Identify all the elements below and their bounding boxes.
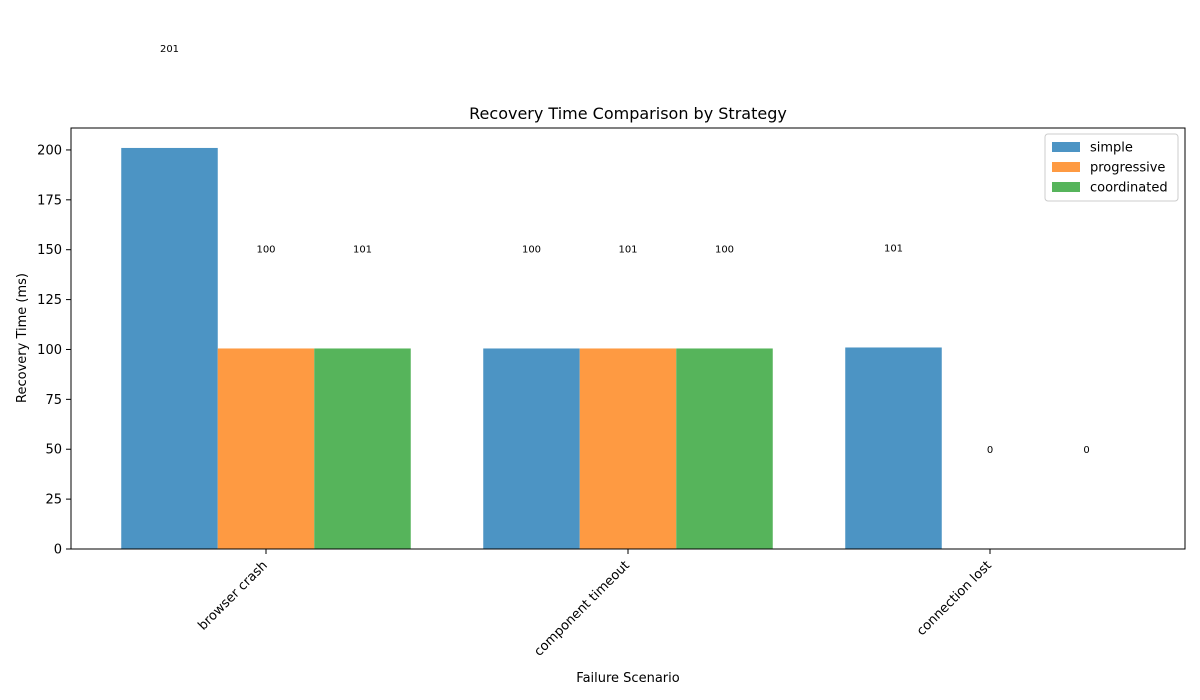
data-label-simple-0: 201 bbox=[160, 44, 179, 55]
data-label-coordinated-2: 0 bbox=[1083, 445, 1089, 456]
y-axis-title: Recovery Time (ms) bbox=[15, 273, 30, 403]
y-tick-label: 50 bbox=[45, 443, 62, 458]
bar-progressive-1 bbox=[579, 348, 677, 549]
y-tick-label: 75 bbox=[45, 393, 62, 408]
data-label-progressive-2: 0 bbox=[987, 445, 993, 456]
y-axis: 0 25 50 75 100 125 150 175 200 bbox=[37, 143, 71, 558]
y-tick-label: 125 bbox=[37, 293, 62, 308]
y-tick-label: 0 bbox=[54, 543, 62, 558]
legend: simple progressive coordinated bbox=[1044, 133, 1179, 202]
data-labels-group: 201 100 101 100 101 0 101 100 0 bbox=[160, 44, 1090, 456]
legend-swatch-progressive bbox=[1052, 162, 1080, 172]
y-tick-label: 100 bbox=[37, 343, 62, 358]
legend-label-simple: simple bbox=[1090, 141, 1133, 156]
legend-swatch-simple bbox=[1052, 142, 1080, 152]
legend-label-coordinated: coordinated bbox=[1090, 181, 1168, 196]
chart-title: Recovery Time Comparison by Strategy bbox=[469, 104, 787, 123]
x-axis-title: Failure Scenario bbox=[576, 671, 679, 686]
data-label-progressive-1: 101 bbox=[618, 245, 637, 256]
bar-simple-1 bbox=[483, 348, 580, 549]
y-tick-label: 200 bbox=[37, 143, 62, 158]
data-label-progressive-0: 100 bbox=[256, 245, 275, 256]
y-tick-label: 150 bbox=[37, 243, 62, 258]
data-label-coordinated-1: 100 bbox=[715, 245, 734, 256]
bar-simple-0 bbox=[121, 147, 218, 549]
y-tick-label: 25 bbox=[45, 493, 62, 508]
data-label-simple-2: 101 bbox=[884, 244, 903, 255]
bar-coordinated-1 bbox=[676, 348, 773, 549]
bar-simple-2 bbox=[845, 347, 942, 549]
y-tick-label: 175 bbox=[37, 193, 62, 208]
bar-progressive-0 bbox=[217, 348, 315, 549]
data-label-simple-1: 100 bbox=[522, 245, 541, 256]
bar-coordinated-0 bbox=[314, 348, 411, 549]
bars-group bbox=[121, 147, 942, 549]
legend-swatch-coordinated bbox=[1052, 182, 1080, 192]
legend-label-progressive: progressive bbox=[1090, 161, 1165, 176]
data-label-coordinated-0: 101 bbox=[353, 245, 372, 256]
